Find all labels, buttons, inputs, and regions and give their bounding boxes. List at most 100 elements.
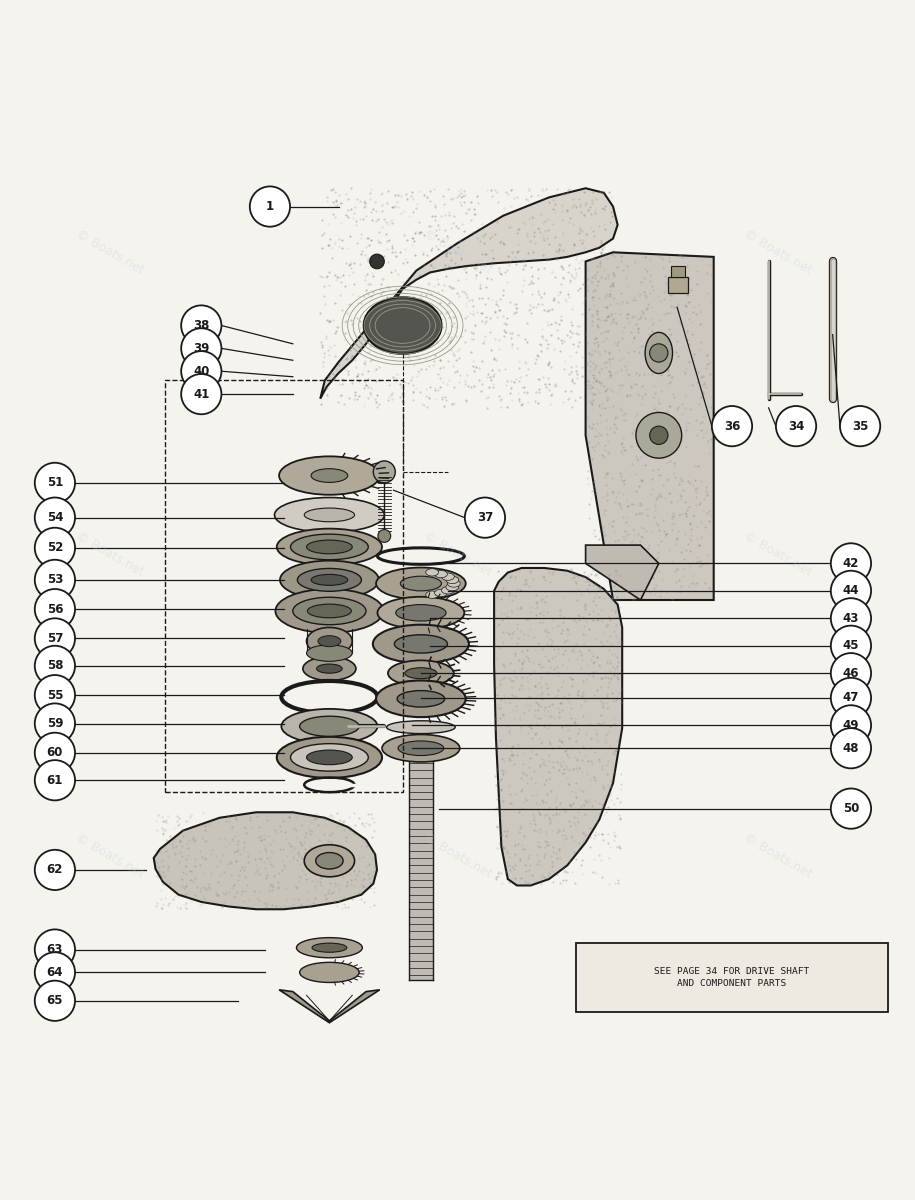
Ellipse shape	[304, 845, 355, 877]
Circle shape	[35, 980, 75, 1021]
Text: 50: 50	[843, 802, 859, 815]
Text: 42: 42	[843, 557, 859, 570]
Text: © Boats.net: © Boats.net	[421, 529, 494, 578]
Ellipse shape	[299, 962, 359, 983]
Ellipse shape	[307, 644, 352, 661]
Bar	[409, 757, 433, 979]
Text: © Boats.net: © Boats.net	[741, 832, 814, 881]
Text: 53: 53	[47, 574, 63, 587]
Ellipse shape	[304, 508, 355, 522]
Circle shape	[181, 329, 221, 368]
Text: 36: 36	[724, 420, 740, 433]
Ellipse shape	[388, 660, 454, 686]
Text: © Boats.net: © Boats.net	[73, 832, 146, 881]
Ellipse shape	[398, 740, 444, 756]
Text: 47: 47	[843, 691, 859, 704]
Bar	[671, 266, 685, 277]
Text: 55: 55	[47, 689, 63, 702]
Ellipse shape	[376, 680, 466, 718]
Circle shape	[35, 618, 75, 659]
Ellipse shape	[425, 569, 438, 576]
Ellipse shape	[275, 589, 383, 632]
Ellipse shape	[377, 596, 465, 629]
Bar	[165, 380, 403, 792]
Text: 48: 48	[843, 742, 859, 755]
Text: 43: 43	[843, 612, 859, 625]
Ellipse shape	[280, 560, 379, 599]
Ellipse shape	[274, 498, 384, 533]
Ellipse shape	[373, 625, 469, 664]
Ellipse shape	[316, 852, 343, 869]
Text: 34: 34	[788, 420, 804, 433]
Circle shape	[35, 703, 75, 744]
Ellipse shape	[276, 737, 382, 778]
Circle shape	[250, 186, 290, 227]
Ellipse shape	[376, 568, 466, 600]
Text: 61: 61	[47, 774, 63, 787]
Polygon shape	[494, 568, 622, 886]
Circle shape	[831, 728, 871, 768]
Circle shape	[35, 463, 75, 503]
Circle shape	[181, 352, 221, 391]
Ellipse shape	[307, 628, 352, 655]
Ellipse shape	[293, 598, 366, 625]
Ellipse shape	[387, 721, 456, 733]
Circle shape	[35, 953, 75, 992]
Circle shape	[831, 788, 871, 829]
Circle shape	[378, 529, 391, 542]
Polygon shape	[279, 990, 380, 1022]
Text: 51: 51	[47, 476, 63, 490]
Circle shape	[35, 850, 75, 890]
Text: 49: 49	[843, 719, 859, 732]
Circle shape	[35, 528, 75, 568]
Text: 64: 64	[47, 966, 63, 979]
Text: 35: 35	[852, 420, 868, 433]
Circle shape	[776, 406, 816, 446]
Text: 59: 59	[47, 718, 63, 730]
Ellipse shape	[405, 667, 437, 679]
Ellipse shape	[441, 587, 454, 594]
Circle shape	[35, 733, 75, 773]
Circle shape	[831, 706, 871, 745]
Ellipse shape	[291, 744, 368, 772]
Text: 46: 46	[843, 667, 859, 679]
Circle shape	[831, 571, 871, 611]
Circle shape	[831, 544, 871, 583]
Circle shape	[35, 646, 75, 686]
Ellipse shape	[446, 583, 458, 590]
Ellipse shape	[281, 709, 377, 744]
Text: © Boats.net: © Boats.net	[73, 228, 146, 277]
Circle shape	[840, 406, 880, 446]
Text: 62: 62	[47, 864, 63, 876]
Text: 1: 1	[266, 200, 274, 214]
Ellipse shape	[364, 298, 441, 354]
Text: 44: 44	[843, 584, 859, 598]
Ellipse shape	[279, 456, 380, 494]
Circle shape	[650, 426, 668, 444]
Text: © Boats.net: © Boats.net	[73, 529, 146, 578]
Circle shape	[831, 625, 871, 666]
Ellipse shape	[303, 656, 356, 680]
Ellipse shape	[307, 604, 351, 618]
Text: © Boats.net: © Boats.net	[741, 529, 814, 578]
Text: 40: 40	[193, 365, 210, 378]
Ellipse shape	[645, 332, 673, 373]
Circle shape	[35, 676, 75, 715]
Circle shape	[181, 305, 221, 346]
Ellipse shape	[394, 635, 447, 653]
Polygon shape	[154, 812, 377, 910]
Text: 45: 45	[843, 640, 859, 653]
Ellipse shape	[296, 937, 362, 958]
Circle shape	[370, 254, 384, 269]
Ellipse shape	[435, 589, 447, 596]
Circle shape	[465, 498, 505, 538]
Bar	[668, 277, 688, 294]
Text: 56: 56	[47, 602, 63, 616]
Ellipse shape	[447, 580, 460, 587]
Text: 54: 54	[47, 511, 63, 524]
Text: 41: 41	[193, 388, 210, 401]
Text: SEE PAGE 34 FOR DRIVE SHAFT
AND COMPONENT PARTS: SEE PAGE 34 FOR DRIVE SHAFT AND COMPONEN…	[654, 967, 810, 988]
Circle shape	[181, 374, 221, 414]
Ellipse shape	[397, 690, 445, 707]
Text: 37: 37	[477, 511, 493, 524]
